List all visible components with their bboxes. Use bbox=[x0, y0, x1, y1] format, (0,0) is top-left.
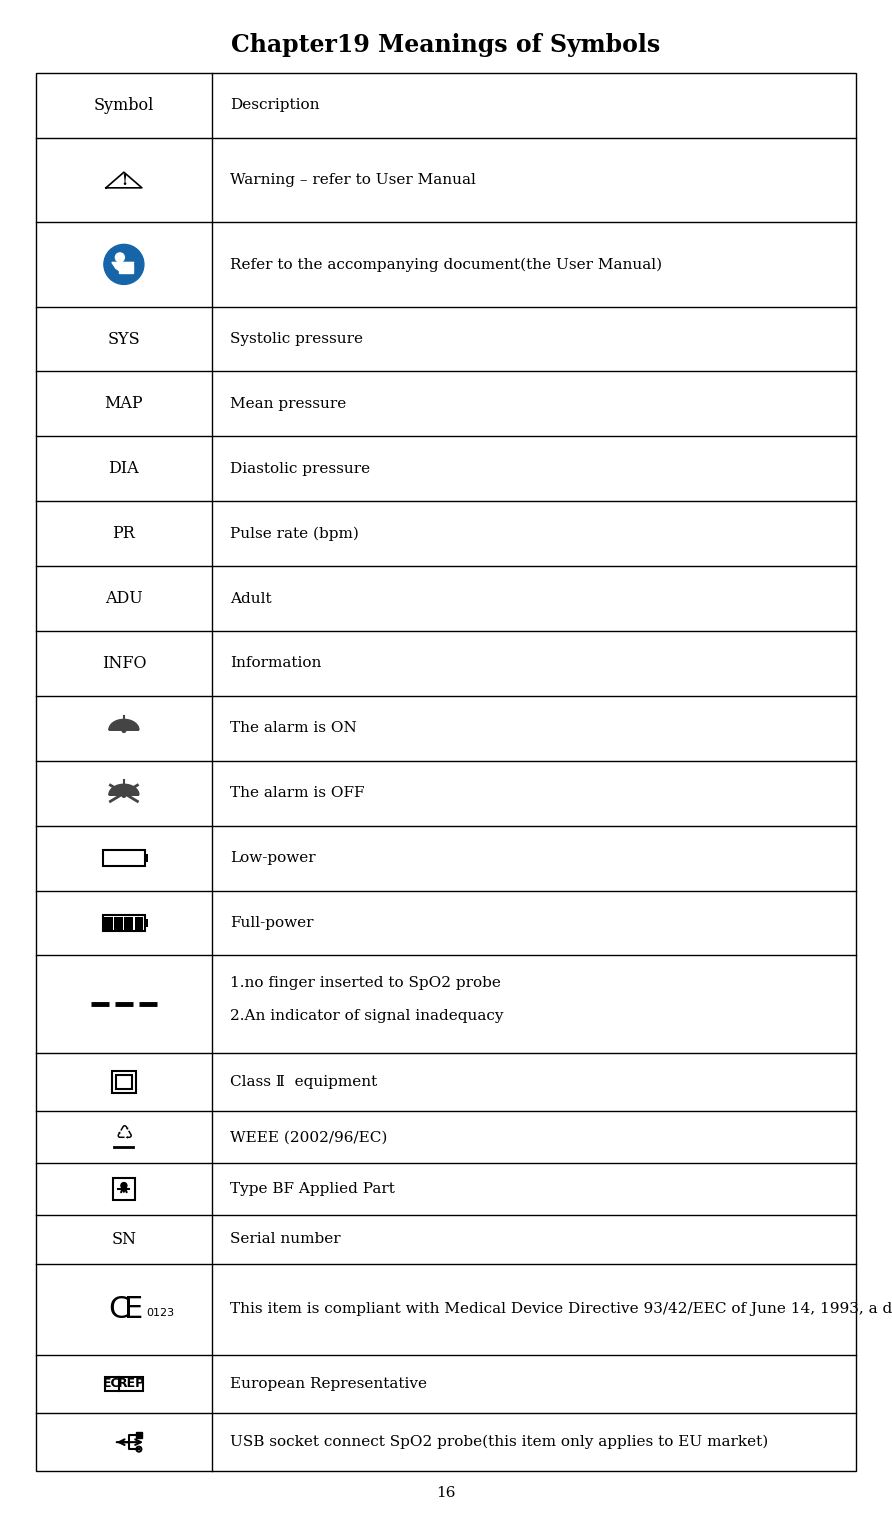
Text: Chapter19 Meanings of Symbols: Chapter19 Meanings of Symbols bbox=[231, 33, 661, 58]
Text: WEEE (2002/96/EC): WEEE (2002/96/EC) bbox=[230, 1131, 387, 1145]
Text: Low-power: Low-power bbox=[230, 851, 316, 865]
Polygon shape bbox=[109, 719, 139, 730]
Circle shape bbox=[103, 245, 144, 284]
Text: Full-power: Full-power bbox=[230, 917, 313, 930]
Text: 16: 16 bbox=[436, 1485, 456, 1500]
Circle shape bbox=[115, 252, 124, 261]
Bar bbox=[119, 264, 133, 274]
Bar bbox=[116, 1075, 132, 1088]
Text: INFO: INFO bbox=[102, 655, 146, 672]
Text: !: ! bbox=[120, 173, 127, 188]
Bar bbox=[105, 1377, 143, 1391]
Text: ADU: ADU bbox=[105, 590, 143, 606]
Text: Type BF Applied Part: Type BF Applied Part bbox=[230, 1183, 395, 1196]
Text: ♺: ♺ bbox=[115, 1123, 133, 1143]
Bar bbox=[113, 1178, 135, 1201]
Text: 0123: 0123 bbox=[146, 1309, 174, 1318]
Bar bbox=[145, 854, 148, 862]
Circle shape bbox=[122, 793, 126, 798]
Polygon shape bbox=[112, 263, 134, 272]
Text: Diastolic pressure: Diastolic pressure bbox=[230, 462, 370, 476]
Text: EC: EC bbox=[103, 1377, 121, 1391]
Text: 1.no finger inserted to SpO2 probe: 1.no finger inserted to SpO2 probe bbox=[230, 976, 500, 990]
Text: USB socket connect SpO2 probe(this item only applies to EU market): USB socket connect SpO2 probe(this item … bbox=[230, 1435, 768, 1450]
Text: Pulse rate (bpm): Pulse rate (bpm) bbox=[230, 526, 359, 541]
Text: SN: SN bbox=[112, 1231, 136, 1248]
Bar bbox=[114, 917, 123, 930]
Bar bbox=[135, 917, 144, 930]
Text: Class Ⅱ  equipment: Class Ⅱ equipment bbox=[230, 1075, 377, 1088]
Text: Adult: Adult bbox=[230, 591, 271, 605]
Text: 2.An indicator of signal inadequacy: 2.An indicator of signal inadequacy bbox=[230, 1008, 503, 1023]
Polygon shape bbox=[109, 784, 139, 795]
Text: SYS: SYS bbox=[108, 330, 140, 348]
Text: Mean pressure: Mean pressure bbox=[230, 397, 346, 410]
Text: E: E bbox=[124, 1295, 144, 1324]
Text: Warning – refer to User Manual: Warning – refer to User Manual bbox=[230, 173, 475, 187]
Bar bbox=[103, 850, 145, 866]
Text: Serial number: Serial number bbox=[230, 1233, 341, 1246]
Text: Refer to the accompanying document(the User Manual): Refer to the accompanying document(the U… bbox=[230, 257, 662, 272]
Text: Symbol: Symbol bbox=[94, 97, 154, 114]
Text: MAP: MAP bbox=[104, 395, 144, 412]
Circle shape bbox=[121, 1183, 127, 1189]
Text: Systolic pressure: Systolic pressure bbox=[230, 331, 363, 347]
Text: PR: PR bbox=[112, 526, 136, 543]
Text: DIA: DIA bbox=[109, 461, 139, 477]
Bar bbox=[112, 1072, 136, 1093]
Text: The alarm is ON: The alarm is ON bbox=[230, 722, 357, 736]
Bar bbox=[125, 917, 133, 930]
Text: Description: Description bbox=[230, 99, 319, 112]
Text: This item is compliant with Medical Device Directive 93/42/EEC of June 14, 1993,: This item is compliant with Medical Devi… bbox=[230, 1303, 892, 1316]
Text: European Representative: European Representative bbox=[230, 1377, 427, 1391]
Text: The alarm is OFF: The alarm is OFF bbox=[230, 786, 365, 800]
Text: REP: REP bbox=[118, 1377, 145, 1391]
Text: C: C bbox=[108, 1295, 129, 1324]
Bar bbox=[104, 917, 113, 930]
Bar bbox=[145, 920, 148, 927]
Circle shape bbox=[122, 728, 126, 733]
Text: Information: Information bbox=[230, 657, 321, 670]
Bar bbox=[103, 915, 145, 932]
